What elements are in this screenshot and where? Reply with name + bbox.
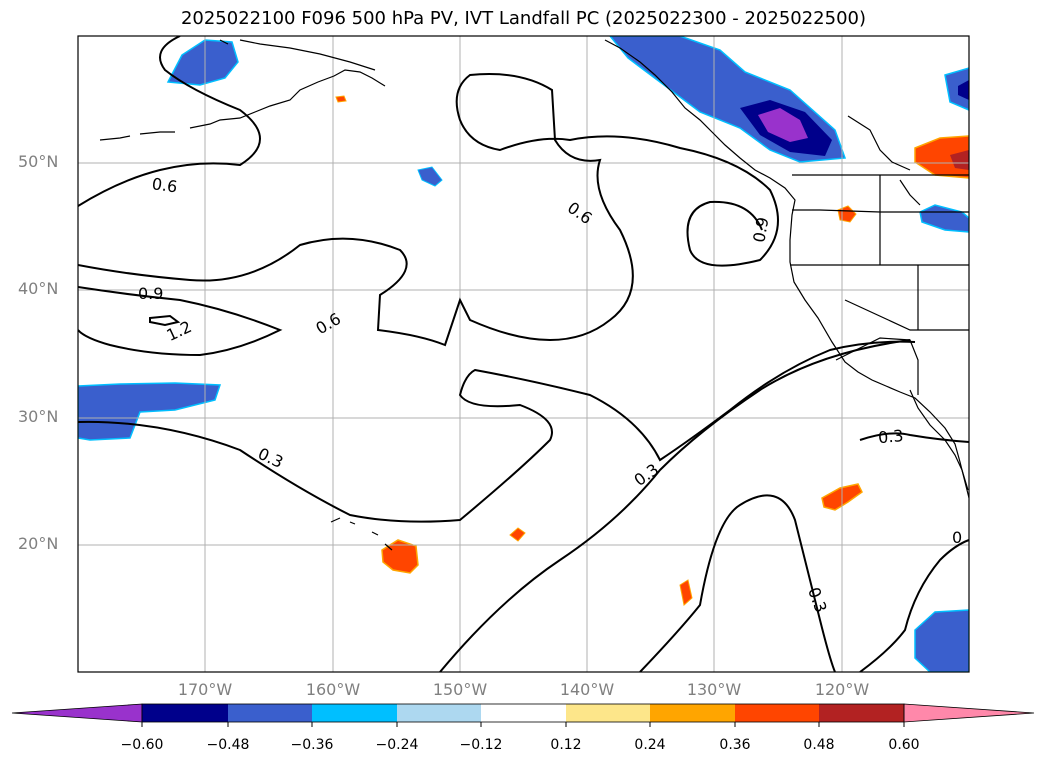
colorbar-label: 0.36 xyxy=(719,737,751,753)
colorbar-label: 0.48 xyxy=(803,737,835,753)
colorbar-segment xyxy=(903,703,1035,723)
colorbar-label: 0.12 xyxy=(550,737,582,753)
map-frame xyxy=(77,35,970,673)
lon-label-150w: 150°W xyxy=(432,680,488,699)
colorbar-label: −0.48 xyxy=(206,737,250,753)
colorbar-segment xyxy=(566,704,650,722)
colorbar-segment xyxy=(735,704,819,722)
colorbar-segment xyxy=(11,703,143,723)
gridlines xyxy=(78,36,969,672)
colorbar-ticks xyxy=(141,722,905,727)
negative-anomaly-shading xyxy=(78,36,969,672)
colorbar-label: 0.60 xyxy=(888,737,920,753)
contour-label: 0.6 xyxy=(151,174,179,196)
colorbar-segment xyxy=(481,704,566,722)
map-title: 2025022100 F096 500 hPa PV, IVT Landfall… xyxy=(180,8,867,29)
colorbar-label: −0.12 xyxy=(459,737,503,753)
colorbar-segment xyxy=(650,704,735,722)
lat-label-50n: 50°N xyxy=(18,152,59,171)
contour-label: 0.3 xyxy=(877,426,904,447)
contour-lines xyxy=(78,36,969,672)
colorbar-segment xyxy=(142,704,228,722)
colorbar-label: −0.60 xyxy=(120,737,164,753)
map-plot: 0.6 0.9 1.2 0.6 0.6 0.9 0.3 0.3 0.3 0.3 … xyxy=(77,35,970,673)
lon-label-140w: 140°W xyxy=(559,680,615,699)
contour-label: 0 xyxy=(952,528,962,547)
lon-label-160w: 160°W xyxy=(305,680,361,699)
lat-label-20n: 20°N xyxy=(18,534,59,553)
lon-label-120w: 120°W xyxy=(814,680,870,699)
lon-label-130w: 130°W xyxy=(686,680,742,699)
lat-label-30n: 30°N xyxy=(18,407,59,426)
contour-label: 0.9 xyxy=(749,216,772,244)
colorbar-label: −0.24 xyxy=(375,737,419,753)
colorbar-label: 0.24 xyxy=(634,737,666,753)
colorbar-segment xyxy=(819,704,904,722)
lat-label-40n: 40°N xyxy=(18,279,59,298)
lon-label-170w: 170°W xyxy=(177,680,233,699)
colorbar-label: −0.36 xyxy=(290,737,334,753)
contour-label: 0.9 xyxy=(138,284,163,303)
colorbar-segment xyxy=(228,704,312,722)
colorbar-frame xyxy=(141,703,905,723)
colorbar-segment xyxy=(312,704,397,722)
colorbar-segment xyxy=(397,704,481,722)
colorbar xyxy=(11,703,1035,727)
